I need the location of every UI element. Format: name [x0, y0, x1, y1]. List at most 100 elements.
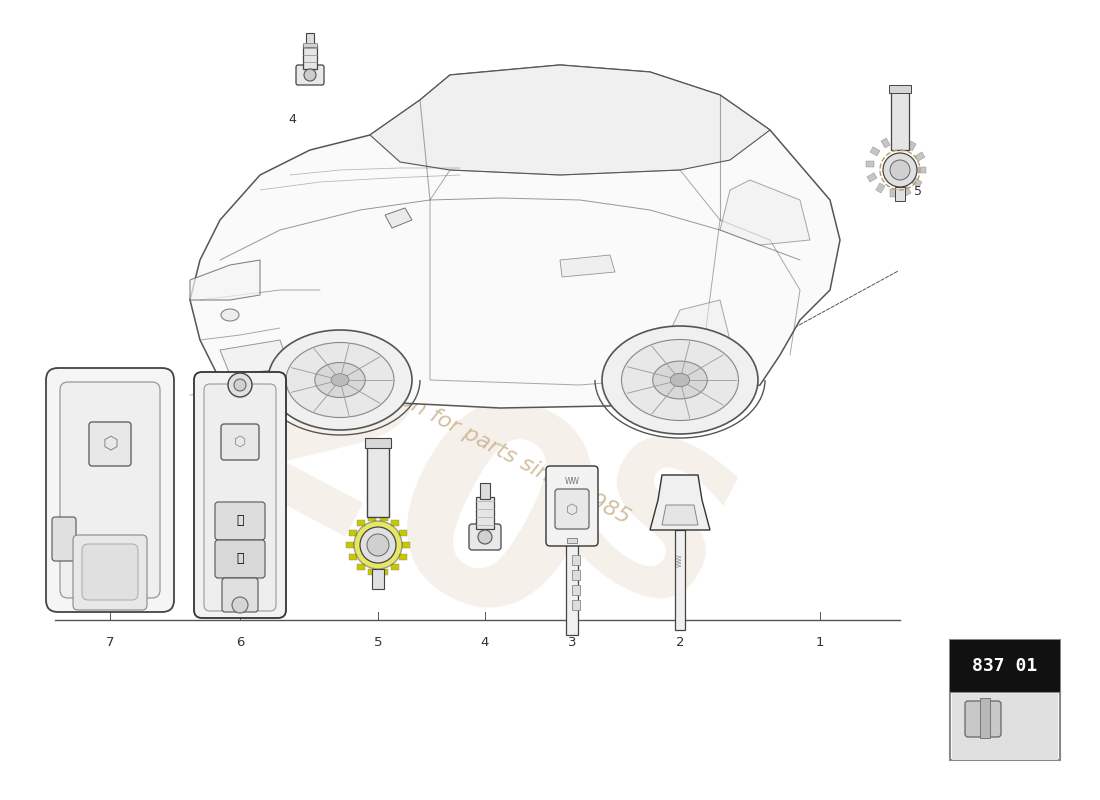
Polygon shape [220, 340, 290, 375]
Bar [675, 530, 685, 630]
Text: 837 01: 837 01 [972, 657, 1037, 675]
Bar [895, 187, 905, 201]
Polygon shape [190, 65, 840, 408]
FancyBboxPatch shape [194, 372, 286, 618]
Text: 5: 5 [374, 635, 383, 649]
Circle shape [360, 527, 396, 563]
Bar [890, 189, 896, 197]
Text: 6: 6 [235, 635, 244, 649]
Bar [302, 45, 317, 69]
FancyBboxPatch shape [221, 424, 258, 460]
Text: 🔓: 🔓 [236, 553, 244, 566]
Ellipse shape [268, 330, 412, 430]
Polygon shape [560, 255, 615, 277]
Text: 4: 4 [481, 635, 490, 649]
Bar [950, 640, 1060, 692]
Circle shape [228, 373, 252, 397]
Bar [950, 640, 1060, 760]
Bar [356, 564, 364, 570]
Polygon shape [190, 260, 260, 300]
Bar [566, 540, 578, 635]
Bar [952, 694, 1058, 760]
Bar [356, 520, 364, 526]
Bar [980, 698, 990, 738]
Bar [908, 141, 916, 151]
Text: 🔒: 🔒 [236, 514, 244, 527]
Bar [367, 514, 376, 521]
FancyBboxPatch shape [214, 502, 265, 540]
Bar [392, 520, 399, 526]
FancyBboxPatch shape [82, 544, 138, 600]
Bar [302, 43, 317, 47]
Text: WW: WW [564, 478, 580, 486]
FancyBboxPatch shape [89, 422, 131, 466]
FancyBboxPatch shape [546, 466, 598, 546]
Bar [381, 514, 388, 521]
Bar [392, 564, 399, 570]
Bar [566, 538, 578, 543]
Bar [918, 167, 926, 173]
Polygon shape [650, 475, 710, 530]
Circle shape [367, 534, 389, 556]
Circle shape [890, 160, 910, 180]
Polygon shape [385, 208, 412, 228]
Text: WW: WW [676, 553, 683, 567]
Bar [349, 554, 356, 560]
Text: 2: 2 [675, 635, 684, 649]
Bar [476, 497, 494, 529]
Bar [876, 183, 886, 193]
Circle shape [304, 69, 316, 81]
Bar [881, 138, 890, 148]
Bar [891, 90, 909, 150]
Bar [912, 178, 922, 187]
Text: a passion for parts since 1985: a passion for parts since 1985 [327, 352, 634, 528]
Text: ⬡: ⬡ [565, 503, 579, 517]
Bar [572, 555, 580, 565]
Bar [480, 483, 490, 499]
FancyBboxPatch shape [469, 524, 500, 550]
Ellipse shape [652, 361, 707, 399]
Ellipse shape [315, 362, 365, 398]
FancyBboxPatch shape [204, 384, 276, 611]
Bar [572, 600, 580, 610]
Circle shape [478, 530, 492, 544]
Ellipse shape [331, 374, 349, 386]
Bar [306, 33, 313, 47]
Bar [866, 161, 874, 167]
Bar [896, 137, 902, 145]
FancyBboxPatch shape [965, 701, 1001, 737]
Text: 4: 4 [288, 113, 296, 126]
Bar [399, 530, 407, 536]
Bar [867, 173, 877, 182]
Text: 5: 5 [914, 185, 922, 198]
Bar [572, 585, 580, 595]
Bar [915, 152, 925, 161]
FancyBboxPatch shape [52, 517, 76, 561]
Bar [349, 530, 356, 536]
FancyBboxPatch shape [222, 578, 258, 612]
Circle shape [354, 521, 402, 569]
FancyBboxPatch shape [214, 540, 265, 578]
Text: 20: 20 [166, 280, 634, 700]
Polygon shape [370, 65, 770, 175]
Ellipse shape [621, 339, 738, 421]
Bar [870, 147, 880, 156]
Circle shape [232, 597, 248, 613]
Bar [372, 569, 384, 589]
Bar [889, 85, 911, 93]
FancyBboxPatch shape [73, 535, 147, 610]
Ellipse shape [286, 342, 394, 418]
Text: S: S [537, 415, 763, 665]
Polygon shape [720, 180, 810, 245]
Ellipse shape [602, 326, 758, 434]
Bar [367, 445, 389, 517]
Text: ⬡: ⬡ [102, 435, 118, 453]
Text: 3: 3 [568, 635, 576, 649]
Bar [399, 554, 407, 560]
Polygon shape [666, 300, 730, 348]
Bar [902, 186, 911, 196]
Bar [572, 570, 580, 580]
Bar [402, 542, 410, 548]
Ellipse shape [221, 309, 239, 321]
Text: ⬡: ⬡ [234, 435, 246, 449]
